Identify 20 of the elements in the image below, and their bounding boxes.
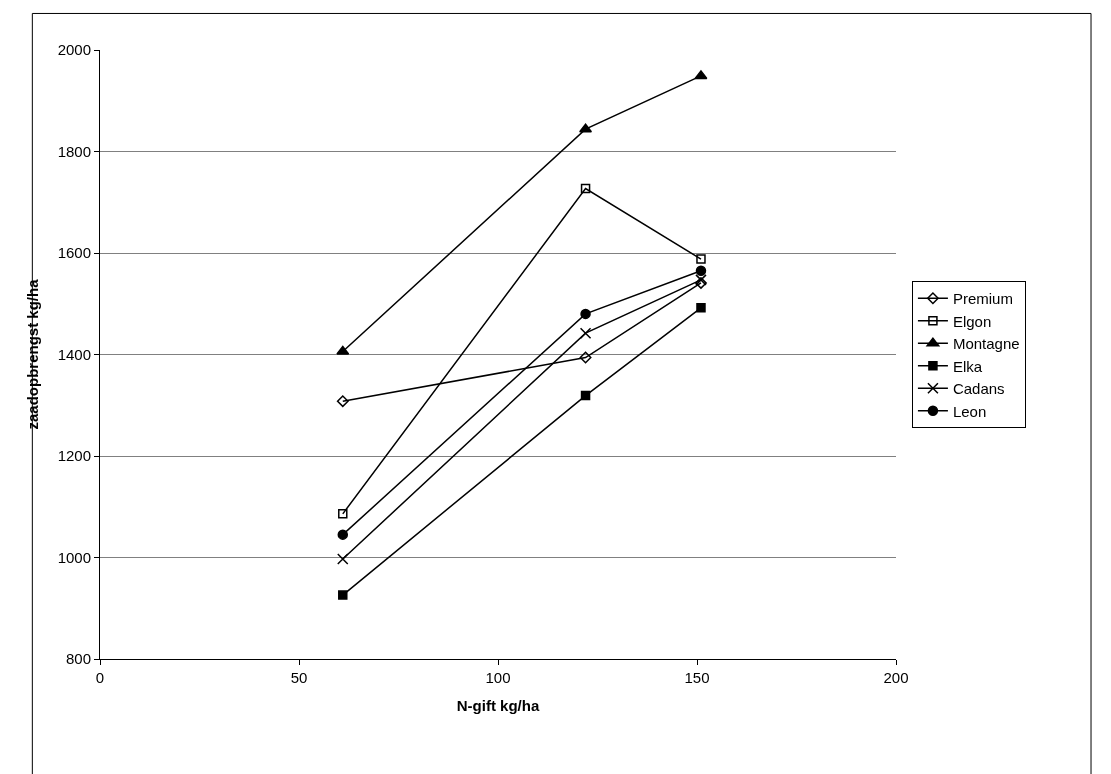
y-tick-label: 2000 — [57, 41, 91, 59]
x-tick-label: 0 — [95, 669, 105, 686]
y-tick-label: 1000 — [57, 548, 91, 566]
x-tick-label: 100 — [485, 669, 511, 686]
y-tick-label: 1400 — [57, 345, 91, 363]
y-tick-label: 800 — [65, 650, 91, 668]
legend-label: Premium — [952, 290, 1013, 308]
x-tick-label: 200 — [883, 669, 909, 686]
legend-label: Montagne — [952, 335, 1020, 353]
y-tick-label: 1800 — [57, 142, 91, 160]
legend-label: Leon — [952, 402, 987, 420]
y-tick-label: 1600 — [57, 244, 91, 262]
x-tick-label: 50 — [290, 669, 308, 686]
x-axis-title: N-gift kg/ha — [456, 697, 540, 714]
legend-label: Elgon — [952, 312, 992, 330]
y-axis-title: zaadopbrengst kg/ha — [23, 278, 41, 430]
legend-label: Cadans — [952, 380, 1005, 398]
x-tick-label: 150 — [684, 669, 710, 686]
y-tick-label: 1200 — [57, 447, 91, 465]
legend-label: Elka — [952, 357, 983, 375]
